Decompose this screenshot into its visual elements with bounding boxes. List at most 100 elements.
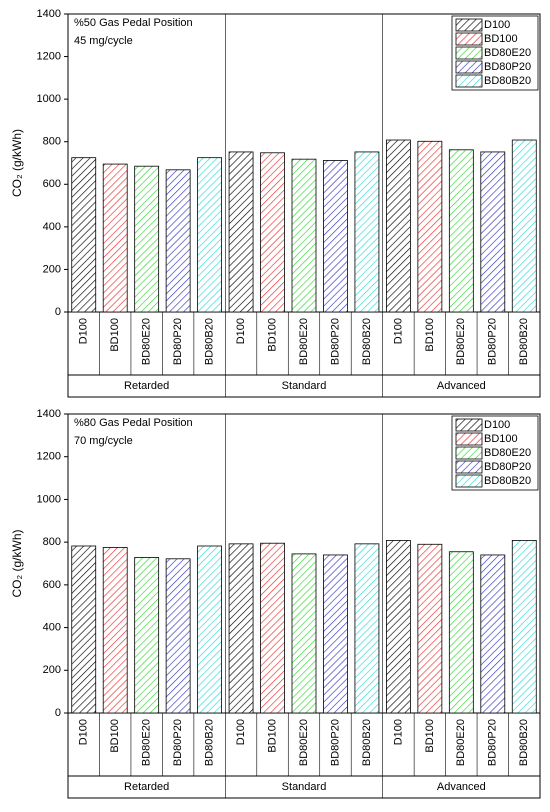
bar	[354, 543, 380, 714]
y-tick-label: 600	[43, 579, 61, 591]
bar	[448, 551, 474, 714]
x-tick-label: D100	[78, 318, 90, 344]
bar	[71, 157, 97, 313]
x-tick-label: BD80P20	[172, 719, 184, 766]
legend-label: BD80P20	[484, 61, 531, 73]
bar	[417, 543, 443, 714]
legend-label: BD80B20	[484, 475, 531, 487]
legend-swatch	[455, 46, 483, 60]
bar	[165, 169, 191, 313]
bar	[228, 151, 254, 313]
bar	[197, 157, 223, 313]
legend-swatch	[455, 432, 483, 446]
bar	[197, 545, 223, 714]
x-tick-label: D100	[235, 719, 247, 745]
legend-swatch	[455, 474, 483, 488]
bar	[354, 151, 380, 313]
annotation: 70 mg/cycle	[74, 435, 133, 447]
legend-swatch	[455, 74, 483, 88]
group-label: Standard	[282, 380, 327, 392]
bar	[385, 540, 411, 714]
annotation: 45 mg/cycle	[74, 35, 133, 47]
bar	[323, 554, 348, 714]
legend-swatch	[455, 18, 483, 32]
y-axis-label: CO₂ (g/kWh)	[10, 530, 24, 598]
x-tick-label: BD80P20	[487, 719, 499, 766]
x-tick-label: BD80B20	[518, 318, 530, 365]
group-label: Standard	[282, 781, 327, 793]
x-tick-label: BD100	[109, 719, 121, 753]
x-tick-label: BD100	[424, 318, 436, 352]
bar	[165, 558, 191, 714]
x-tick-label: BD80B20	[361, 318, 373, 365]
legend-swatch	[455, 446, 483, 460]
bar	[480, 554, 506, 714]
x-tick-label: D100	[78, 719, 90, 745]
y-tick-label: 1000	[37, 493, 61, 505]
bar	[291, 158, 317, 313]
x-tick-label: BD100	[266, 719, 278, 753]
legend-label: BD80B20	[484, 75, 531, 87]
bar	[102, 547, 128, 714]
group-label: Retarded	[124, 781, 169, 793]
y-tick-label: 200	[43, 664, 61, 676]
x-tick-label: BD80P20	[329, 318, 341, 365]
x-tick-label: BD80E20	[455, 318, 467, 365]
x-tick-label: D100	[392, 318, 404, 344]
y-tick-label: 0	[55, 306, 61, 318]
legend-swatch	[455, 32, 483, 46]
y-axis-label: CO₂ (g/kWh)	[10, 129, 24, 197]
y-tick-label: 200	[43, 263, 61, 275]
group-label: Advanced	[437, 781, 486, 793]
x-tick-label: BD80E20	[298, 719, 310, 766]
group-label: Advanced	[437, 380, 486, 392]
y-tick-label: 800	[43, 136, 61, 148]
x-tick-label: BD80P20	[172, 318, 184, 365]
group-label: Retarded	[124, 380, 169, 392]
bar	[102, 163, 128, 313]
x-tick-label: D100	[235, 318, 247, 344]
x-tick-label: BD80E20	[455, 719, 467, 766]
x-tick-label: BD80B20	[204, 719, 216, 766]
bar	[228, 543, 254, 714]
bar	[134, 557, 160, 714]
bar	[480, 151, 506, 313]
legend-swatch	[455, 418, 483, 432]
legend-label: BD100	[484, 433, 518, 445]
bar	[323, 160, 348, 313]
x-tick-label: BD80E20	[141, 318, 153, 365]
x-tick-label: BD80B20	[204, 318, 216, 365]
annotation: %50 Gas Pedal Position	[74, 17, 193, 29]
y-tick-label: 400	[43, 221, 61, 233]
bar	[448, 149, 474, 313]
x-tick-label: BD100	[424, 719, 436, 753]
bar	[385, 139, 411, 313]
bar	[134, 165, 160, 313]
x-tick-label: BD100	[109, 318, 121, 352]
legend-label: BD80E20	[484, 47, 531, 59]
legend-label: BD80E20	[484, 447, 531, 459]
bar	[511, 139, 537, 313]
y-tick-label: 1200	[37, 451, 61, 463]
bar	[291, 553, 317, 714]
legend-label: BD80P20	[484, 461, 531, 473]
bar	[260, 152, 285, 313]
x-tick-label: BD80B20	[518, 719, 530, 766]
x-tick-label: BD100	[266, 318, 278, 352]
y-tick-label: 0	[55, 707, 61, 719]
y-tick-label: 1200	[37, 50, 61, 62]
x-tick-label: BD80P20	[329, 719, 341, 766]
y-tick-label: 1400	[37, 8, 61, 20]
legend-label: D100	[484, 19, 510, 31]
x-tick-label: D100	[392, 719, 404, 745]
y-tick-label: 1400	[37, 408, 61, 420]
x-tick-label: BD80B20	[361, 719, 373, 766]
y-tick-label: 400	[43, 621, 61, 633]
legend-swatch	[455, 460, 483, 474]
legend-label: BD100	[484, 33, 518, 45]
x-tick-label: BD80P20	[487, 318, 499, 365]
legend-label: D100	[484, 419, 510, 431]
y-tick-label: 800	[43, 536, 61, 548]
bar	[71, 545, 97, 714]
